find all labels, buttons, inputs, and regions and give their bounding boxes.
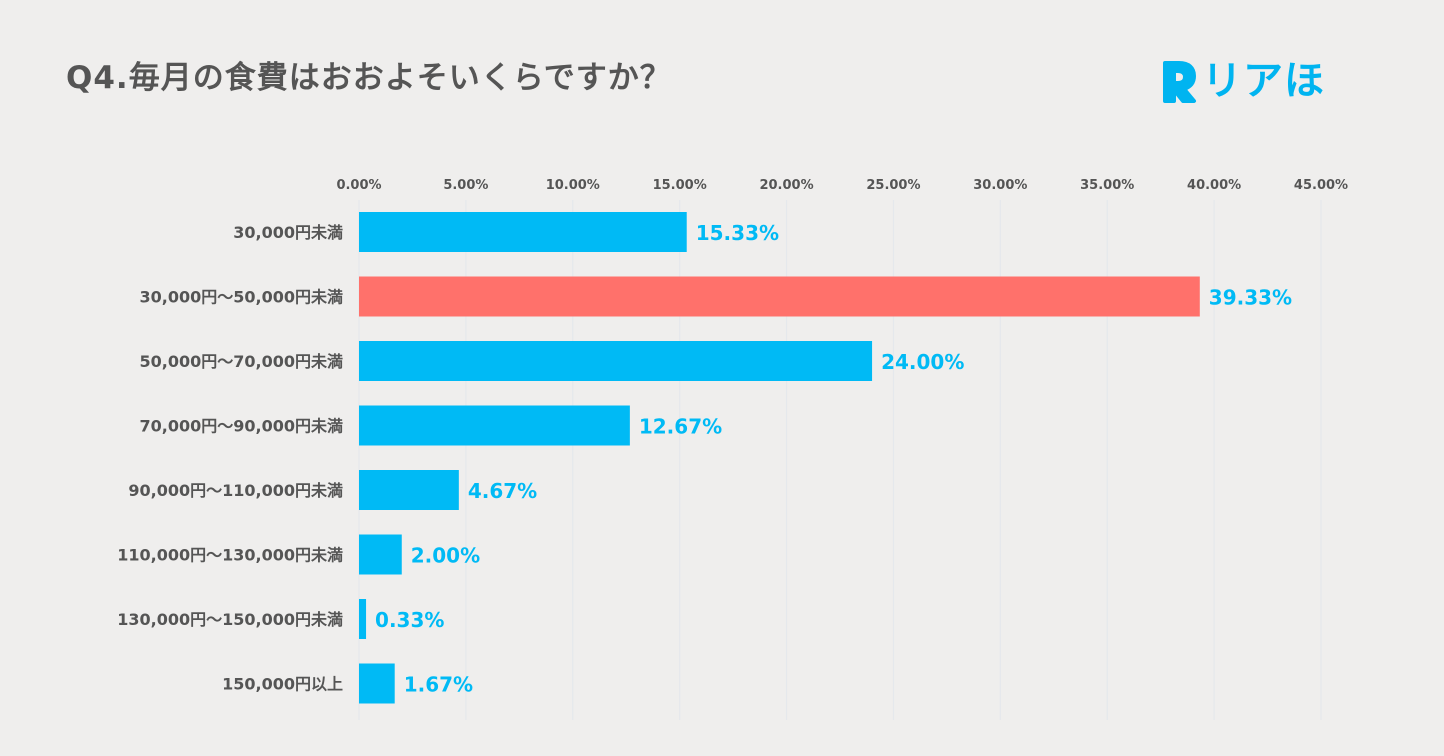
data-label: 24.00% bbox=[881, 350, 964, 374]
x-tick-label: 30.00% bbox=[973, 178, 1027, 193]
bar bbox=[359, 405, 630, 446]
category-label: 50,000円～70,000円未満 bbox=[140, 352, 344, 371]
bar bbox=[359, 470, 459, 510]
category-label: 130,000円～150,000円未満 bbox=[117, 610, 343, 629]
category-label: 30,000円～50,000円未満 bbox=[140, 288, 344, 307]
x-axis-ticks: 0.00% 5.00% 10.00% 15.00% 20.00% 25.00% 30.00%… bbox=[336, 178, 1348, 193]
brand-logo: リアほ bbox=[1156, 50, 1325, 112]
x-tick-label: 35.00% bbox=[1080, 178, 1134, 193]
category-label: 150,000円以上 bbox=[222, 675, 343, 694]
data-label: 39.33% bbox=[1209, 286, 1292, 310]
x-tick-label: 20.00% bbox=[759, 178, 813, 193]
category-label: 70,000円～90,000円未満 bbox=[140, 417, 344, 436]
page-title: Q4.毎月の食費はおおよそいくらですか？ bbox=[66, 60, 672, 96]
bar bbox=[359, 276, 1200, 317]
category-label: 90,000円～110,000円未満 bbox=[128, 481, 343, 500]
x-tick-label: 15.00% bbox=[653, 178, 707, 193]
brand-name: リアほ bbox=[1202, 58, 1325, 104]
bar bbox=[359, 534, 402, 575]
x-tick-label: 10.00% bbox=[546, 178, 600, 193]
data-label: 15.33% bbox=[696, 221, 779, 245]
category-label: 30,000円未満 bbox=[233, 223, 343, 242]
data-labels: 15.33% 39.33% 24.00% 12.67% 4.67% 2.00% 0.33% 1… bbox=[375, 221, 1292, 697]
bar bbox=[359, 663, 395, 704]
x-tick-label: 0.00% bbox=[336, 178, 381, 193]
category-labels: 30,000円未満 30,000円～50,000円未満 50,000円～70,000… bbox=[117, 223, 343, 694]
bar bbox=[359, 341, 873, 381]
category-label: 110,000円～130,000円未満 bbox=[117, 546, 343, 565]
x-tick-label: 40.00% bbox=[1187, 178, 1241, 193]
bar bbox=[359, 212, 687, 252]
bar bbox=[359, 599, 367, 639]
data-label: 0.33% bbox=[375, 608, 444, 632]
data-label: 12.67% bbox=[639, 415, 722, 439]
x-tick-label: 5.00% bbox=[443, 178, 488, 193]
x-tick-label: 25.00% bbox=[866, 178, 920, 193]
data-label: 2.00% bbox=[411, 544, 480, 568]
data-label: 1.67% bbox=[404, 673, 473, 697]
rounded-r-logo-icon bbox=[1163, 61, 1196, 103]
x-tick-label: 45.00% bbox=[1294, 178, 1348, 193]
bars bbox=[359, 212, 1200, 704]
data-label: 4.67% bbox=[468, 479, 537, 503]
